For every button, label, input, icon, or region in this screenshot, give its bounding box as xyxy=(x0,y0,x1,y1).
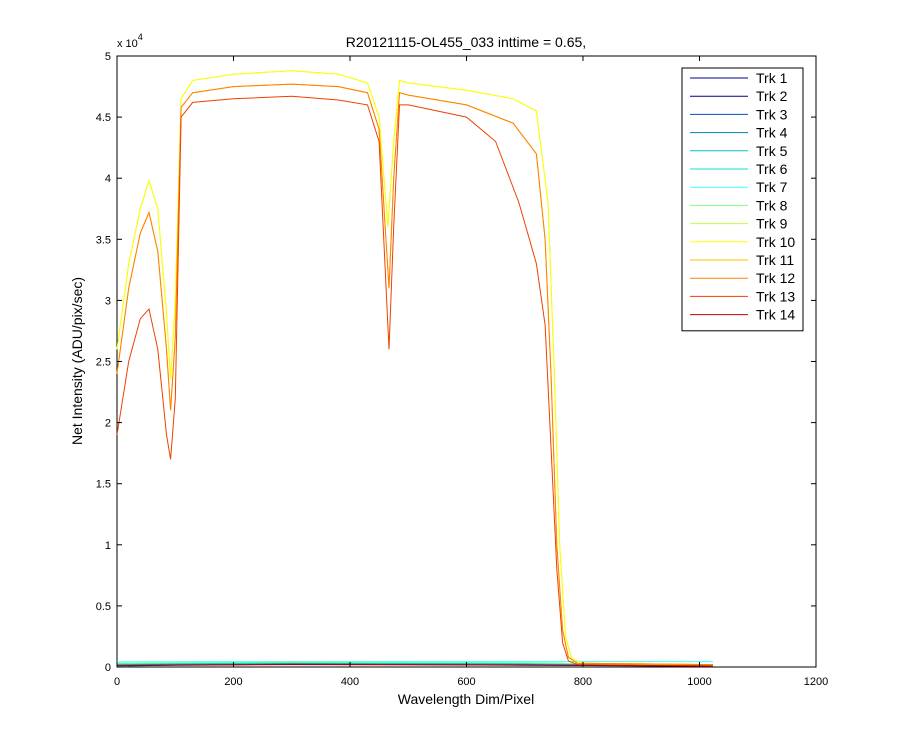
legend-label-trk-9: Trk 9 xyxy=(756,216,788,232)
legend: Trk 1 Trk 2 Trk 3 Trk 4 Trk 5 Trk 6 Trk 7 Trk 8… xyxy=(681,67,804,332)
series-line-trk-10 xyxy=(116,70,713,666)
legend-label-trk-10: Trk 10 xyxy=(756,234,795,250)
legend-label-trk-2: Trk 2 xyxy=(756,88,788,104)
legend-label-trk-12: Trk 12 xyxy=(756,270,795,286)
x-tick-label: 1000 xyxy=(687,676,711,688)
series-line-trk-14 xyxy=(116,663,713,667)
series-line-trk-12 xyxy=(116,83,713,666)
y-tick-label: 4.5 xyxy=(96,112,111,124)
y-exponent-power: 4 xyxy=(138,32,143,42)
y-tick-label: 2.5 xyxy=(96,357,111,369)
legend-label-trk-6: Trk 6 xyxy=(756,161,788,177)
legend-label-trk-7: Trk 7 xyxy=(756,179,788,195)
y-tick-label: 0 xyxy=(105,662,111,674)
legend-label-trk-5: Trk 5 xyxy=(756,143,788,159)
ticks-layer: 0 200 400 600 800 1000 1200 0 0.5 1 1.5 2 2.5 3 3.5 4 4.… xyxy=(96,51,829,688)
y-tick-label: 1 xyxy=(105,540,111,552)
y-tick-label: 1.5 xyxy=(96,479,111,491)
y-tick-label: 2 xyxy=(105,418,111,430)
y-tick-label: 3.5 xyxy=(96,234,111,246)
y-tick-label: 3 xyxy=(105,295,111,307)
y-exponent-base: x 10 xyxy=(117,38,138,50)
y-tick-label: 5 xyxy=(105,51,111,63)
x-tick-label: 600 xyxy=(457,676,475,688)
legend-label-trk-8: Trk 8 xyxy=(756,197,788,213)
x-axis-label: Wavelength Dim/Pixel xyxy=(398,691,534,707)
legend-label-trk-14: Trk 14 xyxy=(756,307,795,323)
legend-label-trk-4: Trk 4 xyxy=(756,125,788,141)
legend-label-trk-1: Trk 1 xyxy=(756,70,788,86)
y-tick-label: 4 xyxy=(105,173,111,185)
series-line-trk-13 xyxy=(116,95,713,667)
y-tick-label: 0.5 xyxy=(96,601,111,613)
series-line-trk-8 xyxy=(116,661,713,666)
legend-box xyxy=(681,67,804,332)
chart-title: R20121115-OL455_033 inttime = 0.65, xyxy=(346,34,586,50)
x-tick-label: 1200 xyxy=(804,676,828,688)
legend-label-trk-11: Trk 11 xyxy=(756,252,794,268)
x-tick-label: 800 xyxy=(574,676,592,688)
x-tick-label: 0 xyxy=(114,676,120,688)
legend-label-trk-13: Trk 13 xyxy=(756,288,795,304)
x-tick-label: 400 xyxy=(341,676,359,688)
y-axis-exponent: x 104 xyxy=(117,32,143,50)
series-layer xyxy=(116,70,713,667)
y-axis-label: Net Intensity (ADU/pix/sec) xyxy=(69,277,85,445)
legend-label-trk-3: Trk 3 xyxy=(756,106,788,122)
x-tick-label: 200 xyxy=(224,676,242,688)
